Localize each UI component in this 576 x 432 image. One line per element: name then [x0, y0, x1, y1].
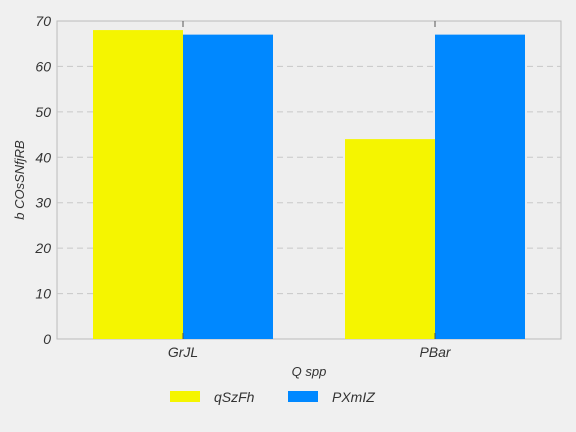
y-axis: 0 10 20 30 40 50 60 70	[34, 13, 51, 347]
x-axis: GrJL PBar	[168, 21, 452, 360]
y-axis-title: b COsSNfjRB	[12, 140, 27, 220]
y-tick-label: 50	[35, 104, 51, 120]
bar-PXmIZ-GrJL	[183, 34, 273, 339]
y-tick-label: 60	[35, 58, 51, 74]
bars	[93, 30, 525, 339]
bar-qSzFh-GrJL	[93, 30, 183, 339]
legend-swatch-qSzFh	[170, 391, 200, 402]
y-tick-label: 30	[35, 195, 51, 211]
y-tick-label: 40	[35, 149, 51, 165]
x-axis-title: Q spp	[292, 364, 327, 379]
y-tick-label: 70	[35, 13, 51, 29]
bar-PXmIZ-PBar	[435, 34, 525, 339]
x-tick-label: GrJL	[168, 344, 198, 360]
y-tick-label: 0	[43, 331, 51, 347]
legend-label: qSzFh	[214, 389, 255, 405]
legend-label: PXmIZ	[332, 389, 375, 405]
legend: qSzFh PXmIZ	[170, 389, 375, 405]
legend-swatch-PXmIZ	[288, 391, 318, 402]
x-tick-label: PBar	[419, 344, 451, 360]
bar-qSzFh-PBar	[345, 139, 435, 339]
y-tick-label: 20	[34, 240, 51, 256]
y-tick-label: 10	[35, 286, 51, 302]
